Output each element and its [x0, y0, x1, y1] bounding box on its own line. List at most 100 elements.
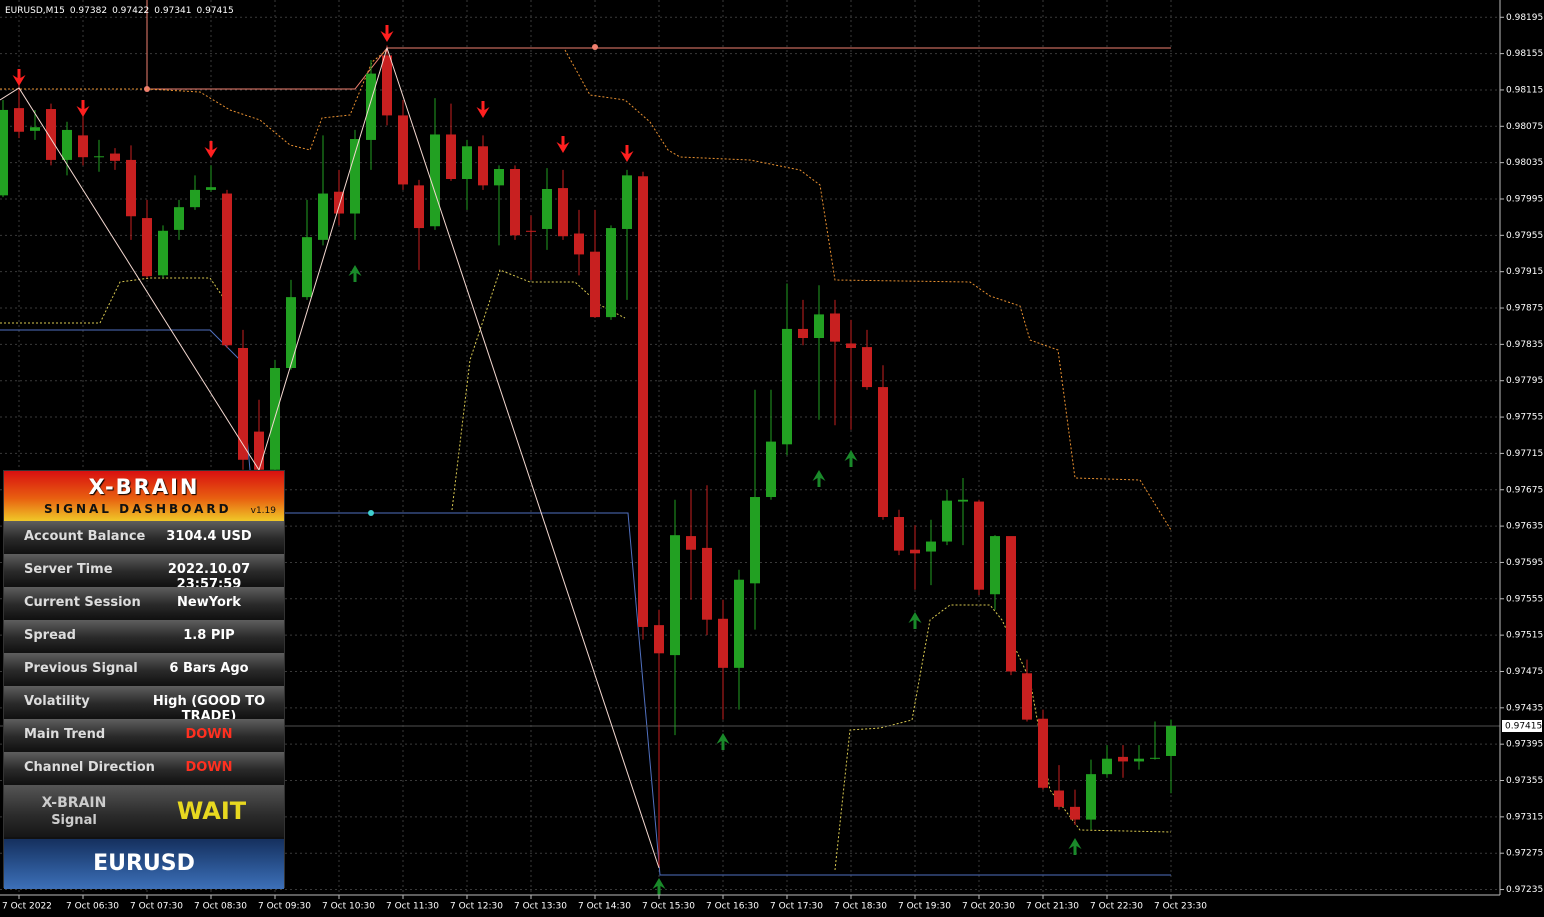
row-value: DOWN	[185, 760, 233, 775]
candle-body	[878, 387, 888, 518]
candle-body	[1006, 536, 1016, 672]
candle-body	[366, 73, 376, 140]
candle-body	[798, 328, 808, 339]
dashboard-row: Server Time 2022.10.07 23:57:59	[4, 554, 284, 592]
last-close: 0.97415	[197, 6, 234, 16]
signal-value: WAIT	[176, 797, 247, 825]
candle-body	[734, 579, 744, 668]
candle-body	[1070, 806, 1080, 820]
price-tag	[1502, 719, 1542, 732]
y-tick-label: 0.97755	[1506, 413, 1543, 423]
price-tag-label: 0.97415	[1505, 721, 1542, 731]
candle-body	[238, 348, 248, 460]
candle-body	[990, 536, 1000, 595]
candle-body	[494, 169, 504, 186]
candle-body	[190, 189, 200, 208]
candle-body	[910, 549, 920, 554]
x-tick-label: 7 Oct 20:30	[962, 902, 1015, 912]
candle-body	[1118, 756, 1128, 762]
y-tick-label: 0.98195	[1506, 13, 1543, 23]
y-tick-label: 0.97475	[1506, 667, 1543, 677]
candle-body	[1150, 757, 1160, 759]
y-tick-label: 0.97915	[1506, 267, 1543, 277]
symbol: EURUSD,M15	[5, 6, 65, 16]
dashboard: X-BRAIN SIGNAL DASHBOARD v1.19 Account B…	[3, 470, 285, 889]
row-label: Channel Direction	[24, 760, 155, 775]
y-tick-label: 0.98115	[1506, 85, 1543, 95]
sell-arrow	[620, 145, 634, 162]
y-tick-label: 0.97675	[1506, 485, 1543, 495]
candle-body	[942, 500, 952, 542]
dashboard-row: Account Balance 3104.4 USD	[4, 521, 284, 553]
last-high: 0.97422	[112, 6, 149, 16]
candle-body	[46, 109, 56, 160]
candle-body	[126, 159, 136, 217]
channel-upper	[564, 49, 1172, 531]
candle-body	[478, 146, 488, 186]
x-tick-label: 7 Oct 22:30	[1090, 902, 1143, 912]
row-label: Volatility	[24, 694, 90, 709]
support-dot	[368, 510, 374, 516]
candle-body	[606, 228, 616, 318]
candle-body	[110, 153, 120, 161]
dashboard-row: Spread 1.8 PIP	[4, 620, 284, 652]
candle-body	[286, 297, 296, 368]
sell-arrow	[380, 25, 394, 42]
candle-body	[638, 176, 648, 627]
candle-body	[350, 139, 360, 214]
candle-body	[814, 314, 824, 339]
price-axis	[1500, 0, 1544, 917]
candle-body	[334, 191, 344, 214]
candle-body	[30, 127, 40, 131]
row-label: Account Balance	[24, 529, 146, 544]
x-tick-label: 7 Oct 18:30	[834, 902, 887, 912]
candle-body	[782, 328, 792, 445]
dashboard-subtitle: SIGNAL DASHBOARD	[44, 502, 232, 516]
y-tick-label: 0.97835	[1506, 340, 1543, 350]
candle-body	[718, 618, 728, 668]
candle-body	[206, 187, 216, 190]
x-tick-label: 7 Oct 07:30	[130, 902, 183, 912]
candle-body	[1038, 718, 1048, 788]
candle-body	[1134, 758, 1144, 762]
y-tick-label: 0.97795	[1506, 376, 1543, 386]
candle-body	[0, 109, 8, 196]
candle-body	[542, 188, 552, 229]
candle-body	[894, 517, 904, 551]
channel-lower	[0, 277, 226, 324]
row-label: Server Time	[24, 562, 113, 577]
candle-body	[510, 169, 520, 236]
candle-body	[142, 218, 152, 277]
candle-body	[382, 55, 392, 116]
candle-body	[1054, 790, 1064, 807]
chart-header: EURUSD,M15 0.97382 0.97422 0.97341 0.97415	[5, 6, 234, 16]
signal-label: X-BRAIN	[41, 795, 107, 811]
candle-body	[302, 237, 312, 298]
x-tick-label: 7 Oct 19:30	[898, 902, 951, 912]
x-tick-label: 7 Oct 15:30	[642, 902, 695, 912]
x-tick-label: 7 Oct 11:30	[386, 902, 439, 912]
sell-arrow	[556, 136, 570, 153]
candle-body	[670, 535, 680, 656]
resistance-dot	[592, 44, 598, 50]
resistance-line	[146, 0, 1171, 90]
candle-body	[94, 156, 104, 158]
buy-arrow	[1068, 838, 1082, 855]
buy-arrow	[908, 612, 922, 629]
candle-body	[926, 541, 936, 552]
channel-upper	[146, 49, 388, 151]
y-tick-label: 0.98075	[1506, 122, 1543, 132]
x-tick-label: 7 Oct 14:30	[578, 902, 631, 912]
x-tick-label: 7 Oct 21:30	[1026, 902, 1079, 912]
y-tick-label: 0.97515	[1506, 631, 1543, 641]
dashboard-row: Current Session NewYork	[4, 587, 284, 619]
dashboard-title: X-BRAIN	[88, 475, 200, 499]
dashboard-header: X-BRAIN SIGNAL DASHBOARD v1.19	[4, 471, 284, 521]
x-tick-label: 7 Oct 17:30	[770, 902, 823, 912]
dashboard-row: Previous Signal 6 Bars Ago	[4, 653, 284, 685]
candle-body	[1022, 673, 1032, 720]
x-tick-label: 7 Oct 2022	[2, 902, 52, 912]
signal-label: Signal	[51, 813, 97, 828]
y-tick-label: 0.98035	[1506, 158, 1543, 168]
